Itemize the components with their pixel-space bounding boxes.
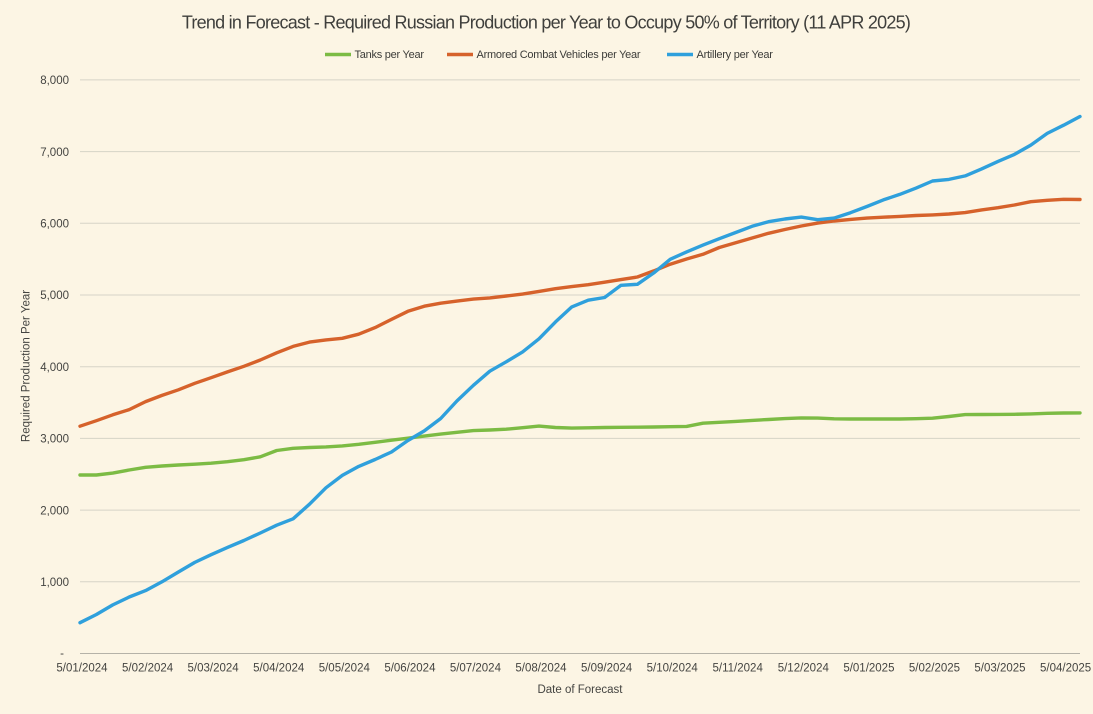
svg-text:5/10/2024: 5/10/2024 [647, 663, 699, 675]
svg-text:5/01/2025: 5/01/2025 [843, 663, 894, 675]
svg-text:2,000: 2,000 [40, 505, 69, 517]
svg-text:5/04/2025: 5/04/2025 [1040, 663, 1091, 675]
svg-text:5/09/2024: 5/09/2024 [581, 663, 633, 675]
svg-text:5/12/2024: 5/12/2024 [778, 663, 830, 675]
svg-text:-: - [60, 648, 64, 660]
svg-text:5/04/2024: 5/04/2024 [253, 663, 305, 675]
svg-text:3,000: 3,000 [40, 434, 69, 446]
svg-text:5/03/2024: 5/03/2024 [188, 663, 240, 675]
svg-text:5/08/2024: 5/08/2024 [515, 663, 567, 675]
svg-text:5/01/2024: 5/01/2024 [56, 663, 108, 675]
svg-text:5/02/2025: 5/02/2025 [909, 663, 960, 675]
svg-text:4,000: 4,000 [40, 362, 69, 374]
svg-text:Required Production Per Year: Required Production Per Year [21, 290, 33, 442]
svg-text:1,000: 1,000 [40, 577, 69, 589]
svg-text:8,000: 8,000 [40, 75, 69, 87]
svg-text:7,000: 7,000 [40, 147, 69, 159]
svg-text:6,000: 6,000 [40, 219, 69, 231]
svg-text:5/07/2024: 5/07/2024 [450, 663, 502, 675]
svg-text:Armored Combat Vehicles per Ye: Armored Combat Vehicles per Year [477, 49, 641, 61]
svg-text:5/05/2024: 5/05/2024 [319, 663, 371, 675]
svg-text:5/02/2024: 5/02/2024 [122, 663, 174, 675]
svg-text:5/11/2024: 5/11/2024 [713, 663, 764, 675]
svg-text:5/03/2025: 5/03/2025 [974, 663, 1025, 675]
svg-text:Trend in Forecast - Required R: Trend in Forecast - Required Russian Pro… [182, 13, 910, 33]
svg-text:Tanks per Year: Tanks per Year [355, 49, 425, 61]
svg-text:Artillery per Year: Artillery per Year [697, 49, 774, 61]
svg-text:Date of Forecast: Date of Forecast [537, 684, 623, 696]
svg-text:5,000: 5,000 [40, 290, 69, 302]
svg-text:5/06/2024: 5/06/2024 [384, 663, 436, 675]
